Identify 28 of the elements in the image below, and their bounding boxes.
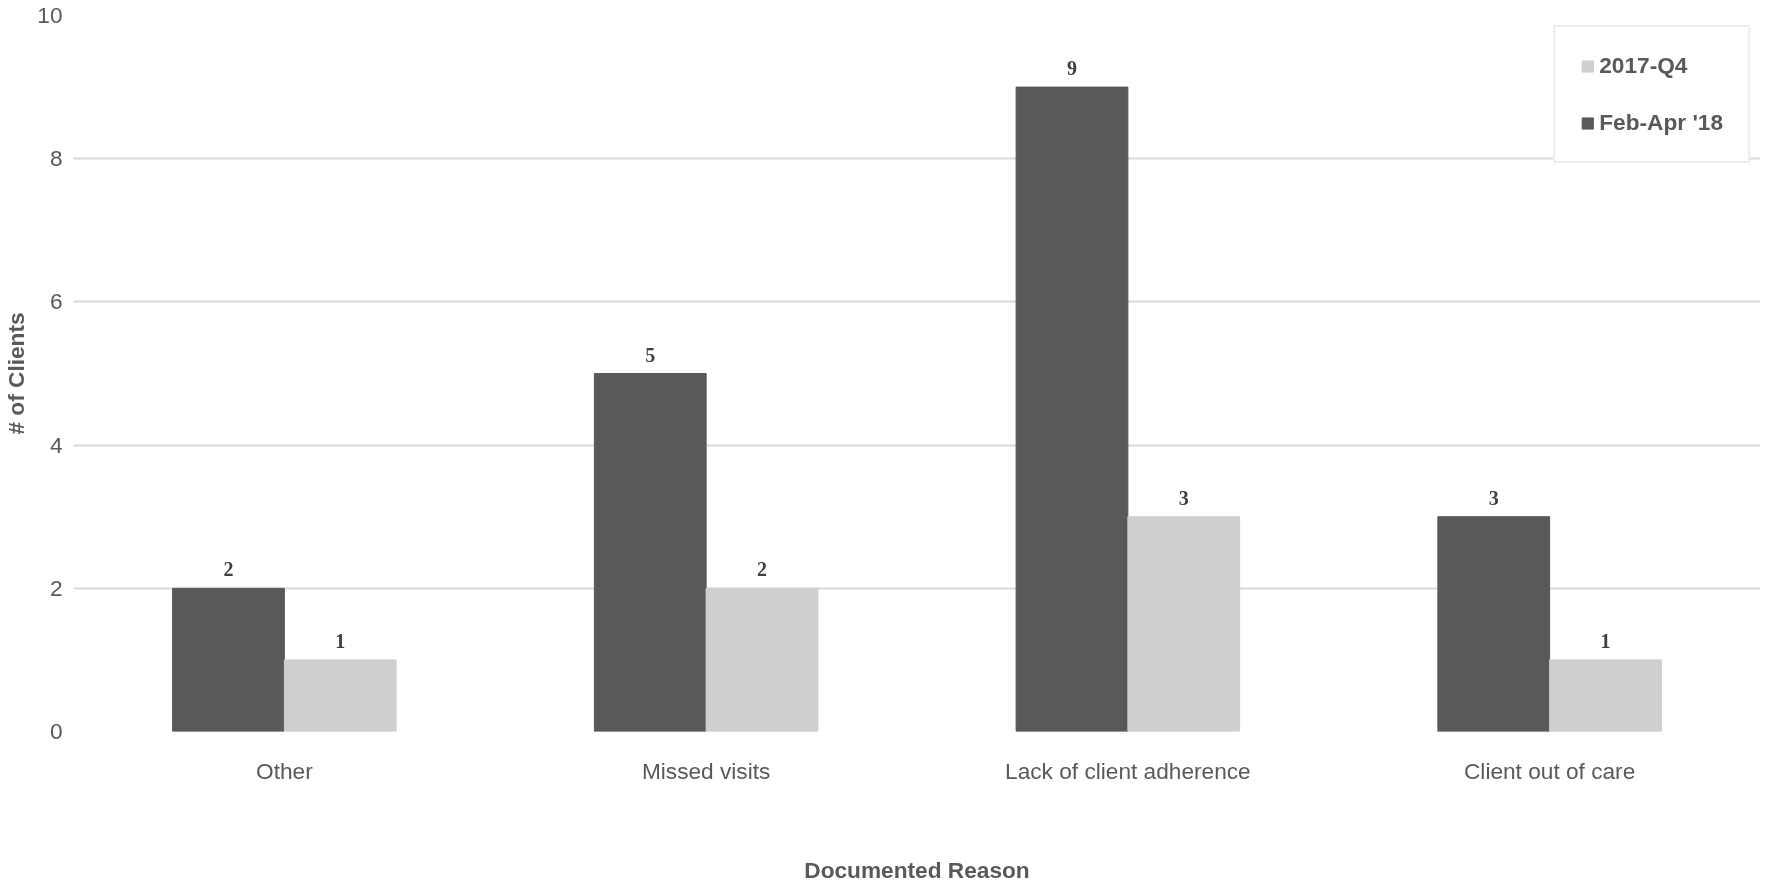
x-tick-label: Missed visits: [641, 757, 771, 784]
data-label: 9: [1066, 57, 1077, 80]
data-label: 5: [645, 343, 656, 366]
y-tick-label: 0: [49, 718, 63, 744]
legend-label: Feb-Apr '18: [1599, 109, 1723, 136]
bar: [283, 659, 397, 732]
x-tick-label: Other: [256, 757, 314, 784]
x-axis-title: Documented Reason: [804, 856, 1030, 883]
y-tick-label: 4: [49, 431, 63, 458]
data-label: 3: [1488, 486, 1499, 509]
x-tick-label: Client out of care: [1463, 757, 1636, 784]
bar: [1549, 659, 1662, 732]
y-tick-label: 10: [37, 2, 63, 28]
y-tick-label: 6: [49, 288, 63, 315]
data-label: 1: [1600, 629, 1611, 652]
bar: [172, 587, 285, 732]
bar: [1437, 516, 1551, 732]
x-tick-label: Lack of client adherence: [1005, 757, 1251, 784]
data-label: 2: [757, 558, 768, 581]
legend-label: 2017-Q4: [1599, 52, 1688, 79]
bar: [593, 373, 707, 732]
data-label: 3: [1178, 486, 1189, 509]
data-label: 1: [335, 629, 346, 652]
bar: [1015, 86, 1129, 732]
data-label: 2: [223, 558, 234, 581]
y-tick-label: 8: [49, 145, 63, 172]
y-axis-title: # of Clients: [3, 312, 30, 435]
y-tick-label: 2: [49, 574, 63, 601]
